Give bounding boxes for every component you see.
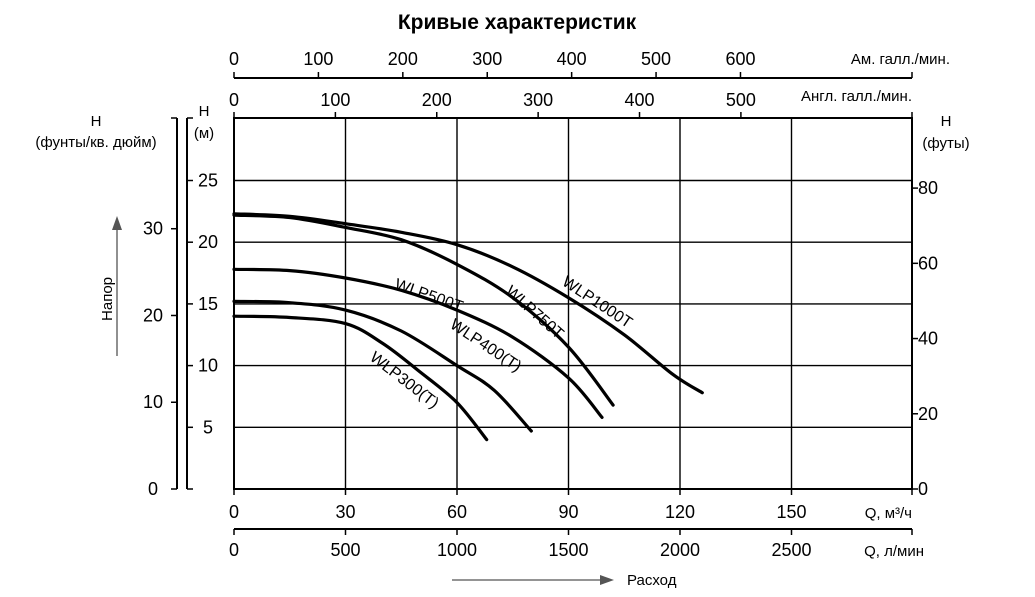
y-ft-tick-label: 60 — [918, 253, 938, 273]
usgpm-tick-label: 100 — [303, 49, 333, 69]
m3h-tick-label: 30 — [335, 502, 355, 522]
lpm-tick-label: 1500 — [548, 540, 588, 560]
grid-lines — [234, 118, 912, 489]
lpm-tick-labels: 0 500 1000 1500 2000 2500 — [229, 529, 913, 560]
curve-wlp400-t — [232, 299, 533, 433]
y-ft-tick-label: 0 — [918, 479, 928, 499]
usgpm-axis-label: Ам. галл./мин. — [851, 51, 950, 68]
y-m-tick-label: 10 — [198, 356, 218, 376]
usgpm-tick-label: 300 — [472, 49, 502, 69]
usgpm-tick-label: 600 — [725, 49, 755, 69]
flow-arrow-label: Расход — [627, 572, 677, 589]
y-ft-tick-label: 40 — [918, 329, 938, 349]
m3h-tick-label: 90 — [558, 502, 578, 522]
y-ft-tick-labels: 0 20 40 60 80 — [912, 178, 938, 499]
ukgpm-axis-label: Англ. галл./мин. — [801, 88, 912, 105]
lpm-axis-label: Q, л/мин — [864, 543, 924, 560]
lpm-tick-label: 500 — [330, 540, 360, 560]
y-psi-axis-top-label: H — [91, 113, 102, 130]
ukgpm-tick-label: 100 — [320, 90, 350, 110]
y-m-tick-label: 15 — [198, 294, 218, 314]
curve-wlp1000t — [232, 212, 704, 395]
usgpm-tick-label: 200 — [388, 49, 418, 69]
flow-arrow-icon — [600, 575, 614, 585]
head-arrow-label: Напор — [99, 277, 116, 321]
curve-label-wlp1000t: WLP1000T — [559, 273, 635, 332]
y-m-tick-labels: 5 10 15 20 25 — [187, 117, 218, 490]
ukgpm-tick-label: 300 — [523, 90, 553, 110]
y-ft-tick-label: 80 — [918, 178, 938, 198]
lpm-tick-label: 1000 — [437, 540, 477, 560]
y-psi-axis-unit-label: (фунты/кв. дюйм) — [35, 134, 156, 151]
m3h-tick-label: 60 — [447, 502, 467, 522]
chart-title: Кривые характеристик — [398, 11, 637, 34]
curve-label-wlp500t: WLP500T — [392, 276, 465, 316]
curve-wlp500t — [232, 267, 604, 419]
curve-wlp300-t — [232, 314, 489, 442]
y-psi-tick-labels: 0 10 20 30 — [143, 117, 177, 499]
y-psi-tick-label: 20 — [143, 305, 163, 325]
ukgpm-tick-labels: 0 100 200 300 400 500 — [229, 90, 913, 118]
m3h-axis-label: Q, м³/ч — [865, 505, 912, 522]
lpm-tick-label: 0 — [229, 540, 239, 560]
lpm-tick-label: 2000 — [660, 540, 700, 560]
usgpm-tick-labels: 0 100 200 300 400 500 600 — [229, 49, 913, 78]
lpm-tick-label: 2500 — [771, 540, 811, 560]
y-m-tick-label: 5 — [203, 417, 213, 437]
ukgpm-tick-label: 200 — [422, 90, 452, 110]
y-m-tick-label: 20 — [198, 232, 218, 252]
ukgpm-tick-label: 0 — [229, 90, 239, 110]
ukgpm-tick-label: 500 — [726, 90, 756, 110]
usgpm-tick-label: 0 — [229, 49, 239, 69]
usgpm-tick-label: 500 — [641, 49, 671, 69]
y-ft-tick-label: 20 — [918, 404, 938, 424]
y-m-axis-unit-label: (м) — [194, 125, 214, 142]
m3h-tick-label: 0 — [229, 502, 239, 522]
y-m-axis-top-label: H — [199, 103, 210, 120]
y-ft-axis-unit-label: (футы) — [922, 135, 969, 152]
y-ft-axis-top-label: H — [941, 113, 952, 130]
ukgpm-tick-label: 400 — [624, 90, 654, 110]
m3h-tick-labels: 0 30 60 90 120 150 — [229, 489, 913, 522]
y-psi-tick-label: 10 — [143, 392, 163, 412]
y-m-tick-label: 25 — [198, 171, 218, 191]
m3h-tick-label: 150 — [776, 502, 806, 522]
y-psi-tick-label: 30 — [143, 219, 163, 239]
m3h-tick-label: 120 — [665, 502, 695, 522]
y-psi-tick-label: 0 — [148, 479, 158, 499]
usgpm-tick-label: 400 — [557, 49, 587, 69]
head-arrow-icon — [112, 216, 122, 230]
